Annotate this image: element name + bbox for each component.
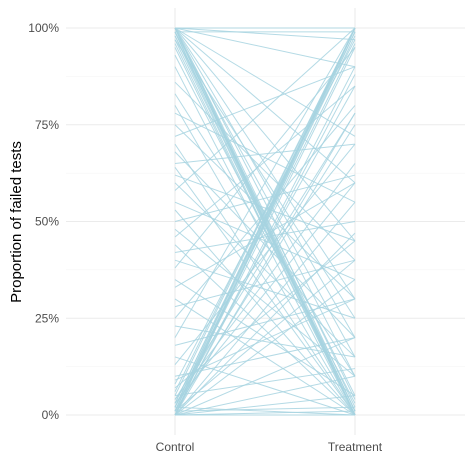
series-line [174, 406, 356, 416]
series-line [174, 410, 356, 416]
series-line [174, 39, 356, 319]
series-line [174, 47, 356, 412]
series-line [174, 74, 356, 416]
series-line [174, 298, 356, 381]
y-tick-label: 50% [35, 215, 59, 229]
series-line [174, 85, 356, 238]
series-line [174, 124, 356, 412]
series-line [174, 27, 356, 68]
x-tick-label: Treatment [328, 440, 383, 454]
series-line [174, 27, 356, 408]
series-line [174, 259, 356, 319]
series-line [174, 298, 356, 346]
y-tick-label: 100% [28, 21, 59, 35]
series-line [174, 368, 356, 397]
series-line [174, 174, 356, 242]
y-axis-tick-labels: 0% 25% 50% 75% 100% [28, 21, 59, 422]
series-line [174, 105, 356, 416]
series-line [174, 112, 356, 416]
series-line [174, 232, 356, 416]
series-line [174, 163, 356, 400]
series-line [174, 375, 356, 416]
series-line [174, 174, 356, 222]
x-tick-label: Control [156, 440, 195, 454]
series-line [174, 66, 356, 416]
series-line [174, 27, 356, 393]
series-line [174, 81, 356, 261]
series-line [174, 182, 356, 288]
series-line [174, 259, 356, 308]
series-line [174, 395, 356, 416]
series-line [174, 221, 356, 253]
series-line [174, 85, 356, 408]
series-line [174, 406, 356, 412]
series-line [174, 27, 356, 41]
series-line [174, 167, 356, 416]
y-tick-label: 75% [35, 118, 59, 132]
series-line [174, 259, 356, 412]
series-line [174, 244, 356, 416]
series-line [174, 337, 356, 416]
series-lines [174, 27, 356, 416]
series-line [174, 47, 356, 416]
series-line [174, 27, 356, 400]
series-line [174, 47, 356, 269]
series-line [174, 27, 356, 338]
series-line [174, 27, 356, 137]
series-line [174, 209, 356, 416]
series-line [174, 279, 356, 416]
series-line [174, 240, 356, 389]
series-line [174, 27, 356, 242]
y-axis-title: Proportion of failed tests [8, 141, 25, 303]
y-tick-label: 25% [35, 311, 59, 325]
series-line [174, 66, 356, 137]
series-line [174, 143, 356, 416]
y-tick-label: 0% [42, 408, 60, 422]
series-line [174, 27, 356, 300]
series-line [174, 27, 356, 191]
series-line [174, 201, 356, 416]
x-axis-tick-labels: Control Treatment [156, 440, 383, 454]
series-line [174, 337, 356, 377]
series-line [174, 27, 356, 184]
series-line [174, 43, 356, 408]
series-line [174, 143, 356, 164]
series-line [174, 143, 356, 366]
